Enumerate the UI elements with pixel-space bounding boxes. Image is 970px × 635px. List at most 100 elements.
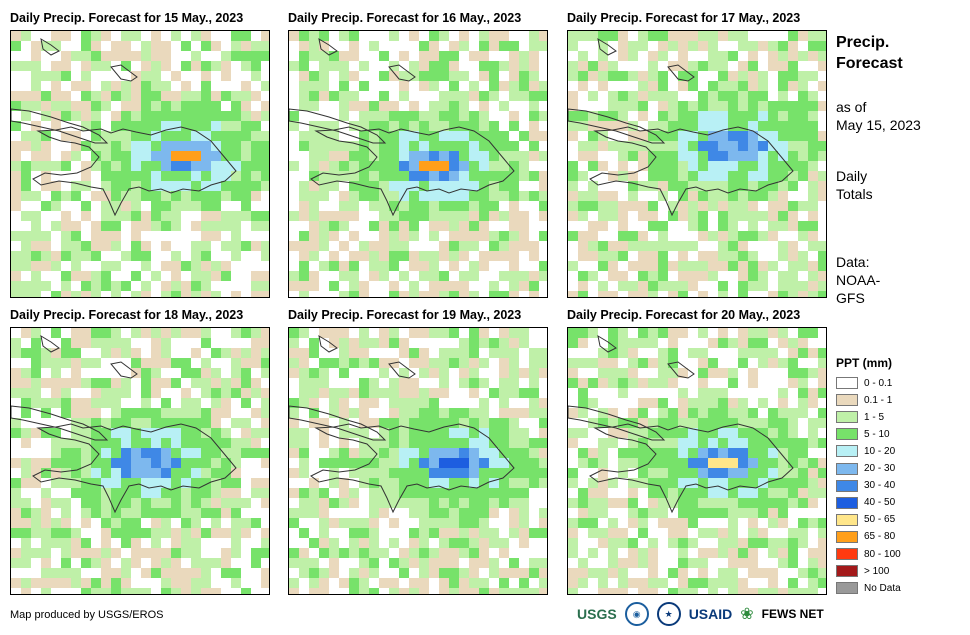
- precip-cell: [71, 261, 81, 271]
- precip-cell: [389, 241, 399, 251]
- precip-cell: [21, 181, 31, 191]
- precip-cell: [379, 211, 389, 221]
- precip-cell: [499, 281, 509, 291]
- precip-cell: [299, 518, 309, 528]
- precip-cell: [161, 221, 171, 231]
- precip-cell: [261, 211, 269, 221]
- precip-cell: [758, 91, 768, 101]
- precip-cell: [469, 528, 479, 538]
- precip-cell: [608, 211, 618, 221]
- precip-cell: [419, 201, 429, 211]
- precip-cell: [349, 558, 359, 568]
- precip-cell: [389, 588, 399, 594]
- precip-cell: [459, 61, 469, 71]
- precip-cell: [11, 191, 21, 201]
- precip-cell: [171, 468, 181, 478]
- precip-cell: [91, 161, 101, 171]
- precip-cell: [309, 161, 319, 171]
- precip-cell: [728, 71, 738, 81]
- precip-cell: [349, 478, 359, 488]
- precip-cell: [469, 221, 479, 231]
- precip-cell: [91, 358, 101, 368]
- precip-cell: [758, 201, 768, 211]
- precip-cell: [91, 328, 101, 338]
- precip-cell: [808, 271, 818, 281]
- precip-cell: [529, 271, 539, 281]
- precip-cell: [161, 81, 171, 91]
- precip-cell: [191, 488, 201, 498]
- precip-cell: [319, 51, 329, 61]
- precip-cell: [798, 271, 808, 281]
- precip-cell: [231, 81, 241, 91]
- precip-cell: [648, 508, 658, 518]
- precip-cell: [299, 71, 309, 81]
- precip-cell: [61, 261, 71, 271]
- precip-cell: [578, 61, 588, 71]
- precip-cell: [329, 261, 339, 271]
- precip-cell: [91, 71, 101, 81]
- precip-cell: [598, 191, 608, 201]
- precip-cell: [778, 271, 788, 281]
- precip-cell: [151, 161, 161, 171]
- precip-cell: [339, 428, 349, 438]
- precip-cell: [698, 538, 708, 548]
- precip-cell: [349, 31, 359, 41]
- precip-cell: [369, 438, 379, 448]
- precip-cell: [71, 171, 81, 181]
- precip-cell: [51, 418, 61, 428]
- precip-cell: [151, 171, 161, 181]
- precip-cell: [261, 498, 269, 508]
- precip-cell: [141, 101, 151, 111]
- precip-cell: [121, 498, 131, 508]
- precip-cell: [768, 221, 778, 231]
- precip-cell: [21, 458, 31, 468]
- precip-cell: [201, 251, 211, 261]
- precip-cell: [808, 201, 818, 211]
- precip-cell: [728, 171, 738, 181]
- precip-cell: [738, 231, 748, 241]
- precip-cell: [101, 368, 111, 378]
- precip-cell: [329, 251, 339, 261]
- precip-cell: [469, 508, 479, 518]
- precip-cell: [509, 578, 519, 588]
- precip-cell: [339, 131, 349, 141]
- precip-cell: [141, 221, 151, 231]
- precip-cell: [359, 408, 369, 418]
- precip-cell: [578, 408, 588, 418]
- precip-cell: [608, 588, 618, 594]
- precip-cell: [578, 81, 588, 91]
- precip-cell: [241, 508, 251, 518]
- precip-cell: [419, 41, 429, 51]
- precip-cell: [479, 91, 489, 101]
- precip-cell: [111, 578, 121, 588]
- precip-cell: [329, 568, 339, 578]
- precip-cell: [439, 388, 449, 398]
- precip-cell: [41, 211, 51, 221]
- precip-cell: [798, 171, 808, 181]
- precip-cell: [568, 508, 578, 518]
- precip-cell: [379, 548, 389, 558]
- precip-cell: [718, 338, 728, 348]
- precip-cell: [41, 81, 51, 91]
- precip-cell: [519, 348, 529, 358]
- precip-cell: [91, 101, 101, 111]
- precip-cell: [469, 191, 479, 201]
- precip-cell: [121, 578, 131, 588]
- precip-cell: [479, 61, 489, 71]
- precip-cell: [459, 151, 469, 161]
- precip-cell: [708, 161, 718, 171]
- precip-cell: [578, 251, 588, 261]
- precip-cell: [628, 568, 638, 578]
- precip-cell: [299, 358, 309, 368]
- precip-cell: [21, 71, 31, 81]
- precip-cell: [231, 101, 241, 111]
- precip-cell: [21, 91, 31, 101]
- precip-cell: [768, 408, 778, 418]
- precip-cell: [708, 251, 718, 261]
- precip-cell: [61, 548, 71, 558]
- precip-cell: [439, 281, 449, 291]
- precip-cell: [201, 141, 211, 151]
- precip-cell: [708, 468, 718, 478]
- precip-cell: [349, 388, 359, 398]
- precip-cell: [231, 271, 241, 281]
